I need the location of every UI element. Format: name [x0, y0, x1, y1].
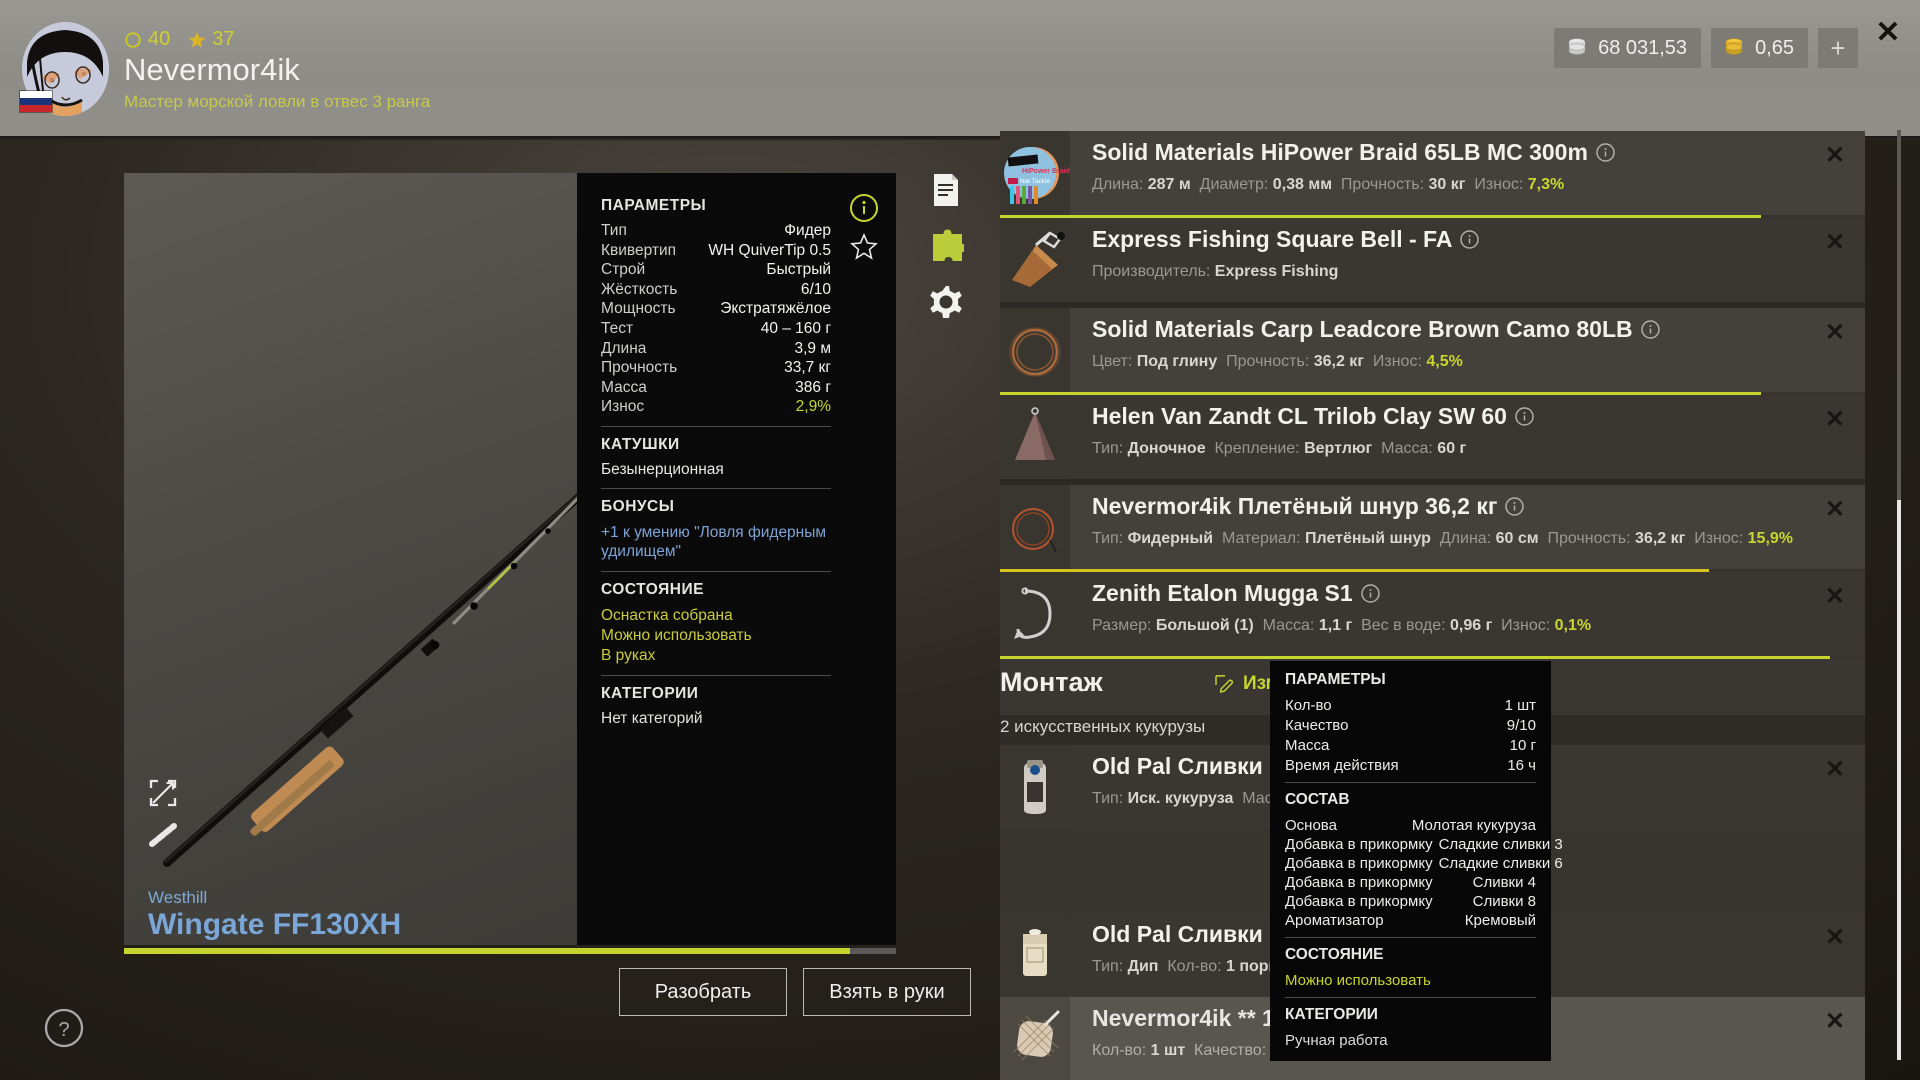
svg-text:Nat Tackle: Nat Tackle	[1020, 178, 1051, 185]
svg-text:HiPower Braid: HiPower Braid	[1022, 168, 1070, 175]
svg-text:?: ?	[58, 1019, 69, 1041]
